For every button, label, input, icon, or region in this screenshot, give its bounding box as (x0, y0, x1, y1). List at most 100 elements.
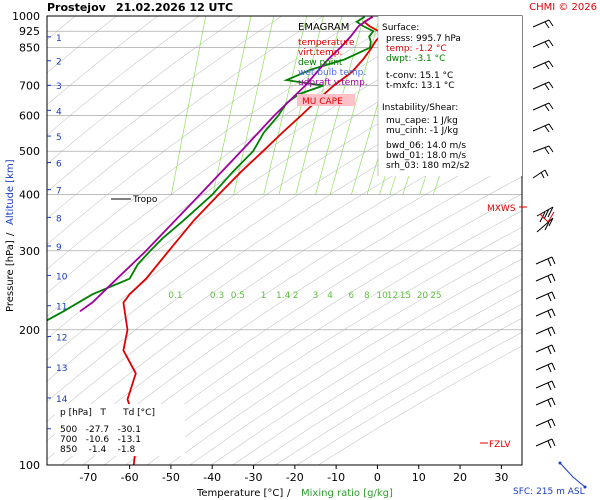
pressure-tick-label: 1000 (12, 10, 40, 23)
mixing-ratio-label: 4 (327, 291, 333, 301)
mxws-label: MXWS (487, 204, 516, 214)
bwd06-value: bwd_06: 14.0 m/s (386, 141, 466, 151)
wind-barb-icon (532, 145, 554, 155)
wind-barb-icon (535, 438, 556, 449)
surface-title: Surface: (382, 23, 419, 33)
datetime-title: 21.02.2026 12 UTC (116, 1, 233, 14)
x-tick-label: -60 (121, 471, 139, 484)
dry-adiabat-line (104, 193, 522, 465)
wind-barb-icon (536, 206, 554, 223)
dry-adiabat-line (146, 226, 522, 465)
wind-barb-icon (532, 60, 554, 70)
pressure-tick-label: 700 (19, 80, 40, 93)
wind-barb-icon (535, 308, 556, 319)
dew-point-curve (47, 16, 375, 322)
legend-item-updraft: udpraft v.temp. (298, 78, 368, 88)
altitude-tick-label: 13 (56, 364, 67, 374)
srh03-value: srh_03: 180 m2/s2 (386, 161, 470, 171)
fzlv-label: FZLV (489, 440, 511, 450)
hodograph-point (583, 485, 587, 489)
legend-item-dew-point: dew point (298, 58, 343, 68)
x-axis-title-mixing: Mixing ratio [g/kg] (301, 488, 393, 499)
udpraft-v-temp-curve (79, 16, 374, 313)
data-table-row: 850 -1.4 -1.8 (60, 445, 135, 455)
altitude-tick-label: 12 (56, 333, 67, 343)
dry-adiabat-line (189, 258, 522, 465)
altitude-tick-label: 4 (56, 107, 62, 117)
surface-press: press: 995.7 hPa (386, 34, 461, 44)
copyright-label: CHMI © 2026 (529, 2, 597, 13)
altitude-tick-label: 14 (56, 395, 68, 405)
x-tick-label: -50 (162, 471, 180, 484)
dry-adiabat-line (211, 273, 522, 465)
mixing-ratio-label: 10 (376, 291, 388, 301)
wind-barb-icon (536, 217, 554, 233)
x-tick-label: 20 (453, 471, 467, 484)
wind-barb-icon (532, 39, 554, 49)
data-table-bg (55, 404, 185, 456)
mixing-ratio-line (170, 16, 207, 195)
dry-adiabat-line (47, 140, 522, 460)
legend-title: EMAGRAM (298, 22, 349, 33)
mixing-ratio-label: 0.3 (210, 291, 224, 301)
pressure-tick-label: 850 (19, 42, 40, 55)
wind-barb-icon (535, 344, 556, 355)
tmxfc-value: t-mxfc: 13.1 °C (386, 81, 455, 91)
mucape-label: MU CAPE (302, 97, 343, 107)
info-panel: Surface: press: 995.7 hPa temp: -1.2 °C … (382, 23, 470, 171)
dry-adiabat-line (168, 242, 522, 465)
bwd01-value: bwd_01: 18.0 m/s (386, 151, 466, 161)
mucinh-value: mu_cinh: -1 J/kg (386, 126, 458, 136)
surface-temp: temp: -1.2 °C (386, 44, 447, 54)
data-table: p [hPa] T Td [°C] 500 -27.7 -30.1 700 -1… (60, 408, 155, 455)
altitude-tick-label: 9 (56, 243, 62, 253)
mixing-ratio-label: 1.4 (276, 291, 291, 301)
mixing-ratio-label: 3 (313, 291, 319, 301)
mixing-ratio-label: 2 (293, 291, 299, 301)
wind-barb-icon (535, 256, 556, 267)
info-panel-bg (378, 16, 522, 176)
altitude-tick-label: 1 (56, 34, 62, 44)
altitude-tick-label: 7 (56, 187, 62, 197)
mixing-ratio-label: 0.1 (168, 291, 182, 301)
pressure-tick-label: 925 (19, 25, 40, 38)
mixing-ratio-label: 1 (261, 291, 267, 301)
pressure-tick-label: 100 (19, 459, 40, 472)
legend-item-wet-bulb: wet bulb temp. (298, 68, 366, 78)
y-axis-title-sep: / (5, 232, 16, 236)
surface-dwpt: dwpt: -3.1 °C (386, 54, 445, 64)
altitude-tick-label: 10 (56, 272, 68, 282)
x-axis-ticks: -70 -60 -50 -40 -30 -20 -10 0 10 20 30 (79, 465, 508, 484)
pressure-tick-label: 400 (19, 189, 40, 202)
wind-barb-icon (532, 102, 554, 112)
mixing-ratio-line (329, 16, 381, 195)
pressure-ticks: 100 200 300 400 500 600 700 850 925 1000 (12, 10, 40, 472)
instability-title: Instability/Shear: (382, 103, 458, 113)
x-tick-label: -40 (203, 471, 221, 484)
x-tick-label: 0 (374, 471, 381, 484)
y-axis-title-pressure: Pressure [hPa] (5, 240, 16, 312)
data-table-row: 500 -27.7 -30.1 (60, 425, 141, 435)
wind-barb-icon (535, 362, 556, 373)
x-tick-label: 30 (494, 471, 508, 484)
mixing-ratio-label: 6 (348, 291, 354, 301)
wind-barb-icon (535, 380, 556, 391)
wind-barb-icon (535, 397, 556, 408)
sfc-label: SFC: 215 m ASL (513, 487, 585, 497)
wind-barb-icon (535, 418, 556, 429)
altitude-tick-label: 2 (56, 58, 62, 68)
wind-barb-icon (535, 273, 556, 284)
mixing-ratio-label: 25 (430, 291, 441, 301)
pressure-tick-label: 200 (19, 324, 40, 337)
hodograph-segment (559, 462, 586, 488)
wind-barb-icon (532, 169, 549, 179)
x-tick-label: -20 (286, 471, 304, 484)
legend-item-temperature: temperature (298, 38, 355, 48)
x-tick-label: -70 (79, 471, 97, 484)
wind-barb-icon (535, 326, 556, 337)
mixing-ratio-label: 12 (387, 291, 398, 301)
pressure-tick-label: 600 (19, 110, 40, 123)
wind-barb-icon (532, 81, 554, 91)
mixing-ratio-label: 15 (400, 291, 411, 301)
tconv-value: t-conv: 15.1 °C (386, 71, 453, 81)
